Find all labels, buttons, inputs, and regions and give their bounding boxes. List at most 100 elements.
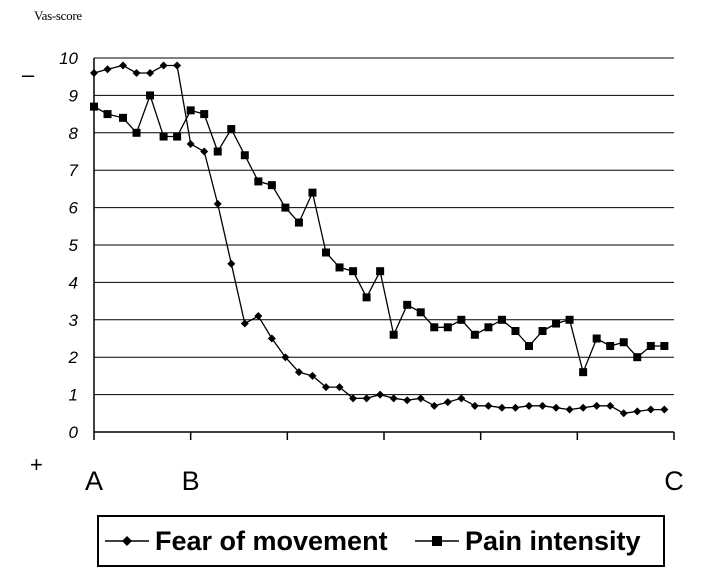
data-point-fear [592,401,601,410]
data-point-pain [660,341,669,350]
legend: Fear of movement Pain intensity [97,515,665,567]
data-point-fear [403,396,412,405]
y-tick-label: 3 [69,311,79,330]
data-point-fear [565,405,574,414]
data-point-fear [173,61,182,70]
data-point-fear [213,199,222,208]
data-point-fear [335,383,344,392]
data-point-fear [159,61,168,70]
data-point-fear [552,403,561,412]
y-tick-label: 9 [69,86,79,105]
legend-label-fear: Fear of movement [155,525,388,556]
data-point-pain [173,132,182,141]
legend-item-fear: Fear of movement [105,517,388,565]
data-point-pain [565,315,574,324]
data-point-pain [538,327,547,336]
data-point-pain [349,267,358,276]
data-point-pain [240,151,249,160]
data-point-fear [443,398,452,407]
data-point-pain [159,132,168,141]
data-point-fear [308,371,317,380]
data-point-pain [403,300,412,309]
data-point-pain [186,106,195,115]
phase-label: B [182,466,200,496]
data-point-pain [376,267,385,276]
data-point-pain [389,330,398,339]
data-point-pain [579,368,588,377]
y-tick-label: 0 [69,423,79,442]
phase-label: A [85,466,103,496]
data-point-pain [646,341,655,350]
data-point-fear [538,401,547,410]
data-point-pain [457,315,466,324]
diamond-marker-icon [105,536,149,546]
data-point-pain [335,263,344,272]
data-point-pain [103,110,112,119]
data-point-pain [254,177,263,186]
data-point-pain [484,323,493,332]
data-point-fear [389,394,398,403]
data-point-fear [497,403,506,412]
data-point-fear [132,68,141,77]
data-point-fear [606,401,615,410]
data-point-fear [281,353,290,362]
legend-label-pain: Pain intensity [465,525,641,556]
data-point-pain [227,125,236,134]
data-point-pain [90,102,98,111]
data-point-pain [592,334,601,343]
data-point-fear [484,401,493,410]
data-point-pain [294,218,303,227]
data-point-pain [200,110,209,119]
data-point-fear [267,334,276,343]
data-point-fear [119,61,127,70]
y-tick-label: 7 [69,161,79,180]
data-point-fear [430,401,439,410]
data-point-fear [349,394,358,403]
data-point-pain [213,147,222,156]
data-point-fear [579,403,588,412]
y-tick-label: 4 [69,273,78,292]
data-point-fear [457,394,466,403]
data-point-pain [430,323,439,332]
data-point-fear [619,409,628,418]
series-line-fear [93,64,665,414]
scale-top-sign: – [22,62,35,87]
data-point-pain [281,203,290,212]
data-point-pain [606,341,615,350]
data-point-pain [132,128,141,137]
data-point-fear [103,65,112,74]
data-point-fear [322,383,330,392]
y-tick-label: 10 [59,49,78,68]
data-point-pain [119,113,127,122]
y-tick-label: 6 [69,199,79,218]
data-point-fear [646,405,655,414]
data-point-pain [619,338,628,347]
data-point-fear [254,312,263,321]
data-point-pain [267,181,276,190]
data-point-pain [362,293,371,302]
scale-bottom-sign: + [30,452,43,477]
data-point-pain [525,341,533,350]
y-axis-label: Vas-score [34,8,82,23]
data-point-fear [470,401,479,410]
data-point-fear [294,368,303,377]
data-point-fear [660,405,669,414]
data-point-pain [146,91,155,100]
data-point-pain [443,323,452,332]
data-point-fear [90,68,98,77]
data-point-fear [525,401,533,410]
data-point-fear [200,147,209,156]
y-tick-label: 8 [69,124,79,143]
data-point-fear [376,390,385,399]
square-marker-icon [415,536,459,546]
y-tick-label: 5 [69,236,79,255]
data-point-fear [633,407,642,416]
legend-item-pain: Pain intensity [415,517,641,565]
data-point-fear [146,68,155,77]
y-tick-label: 2 [68,348,79,367]
data-point-pain [633,353,642,362]
data-point-pain [308,188,317,197]
data-point-fear [511,403,520,412]
data-point-pain [552,319,561,328]
data-point-fear [240,319,249,328]
